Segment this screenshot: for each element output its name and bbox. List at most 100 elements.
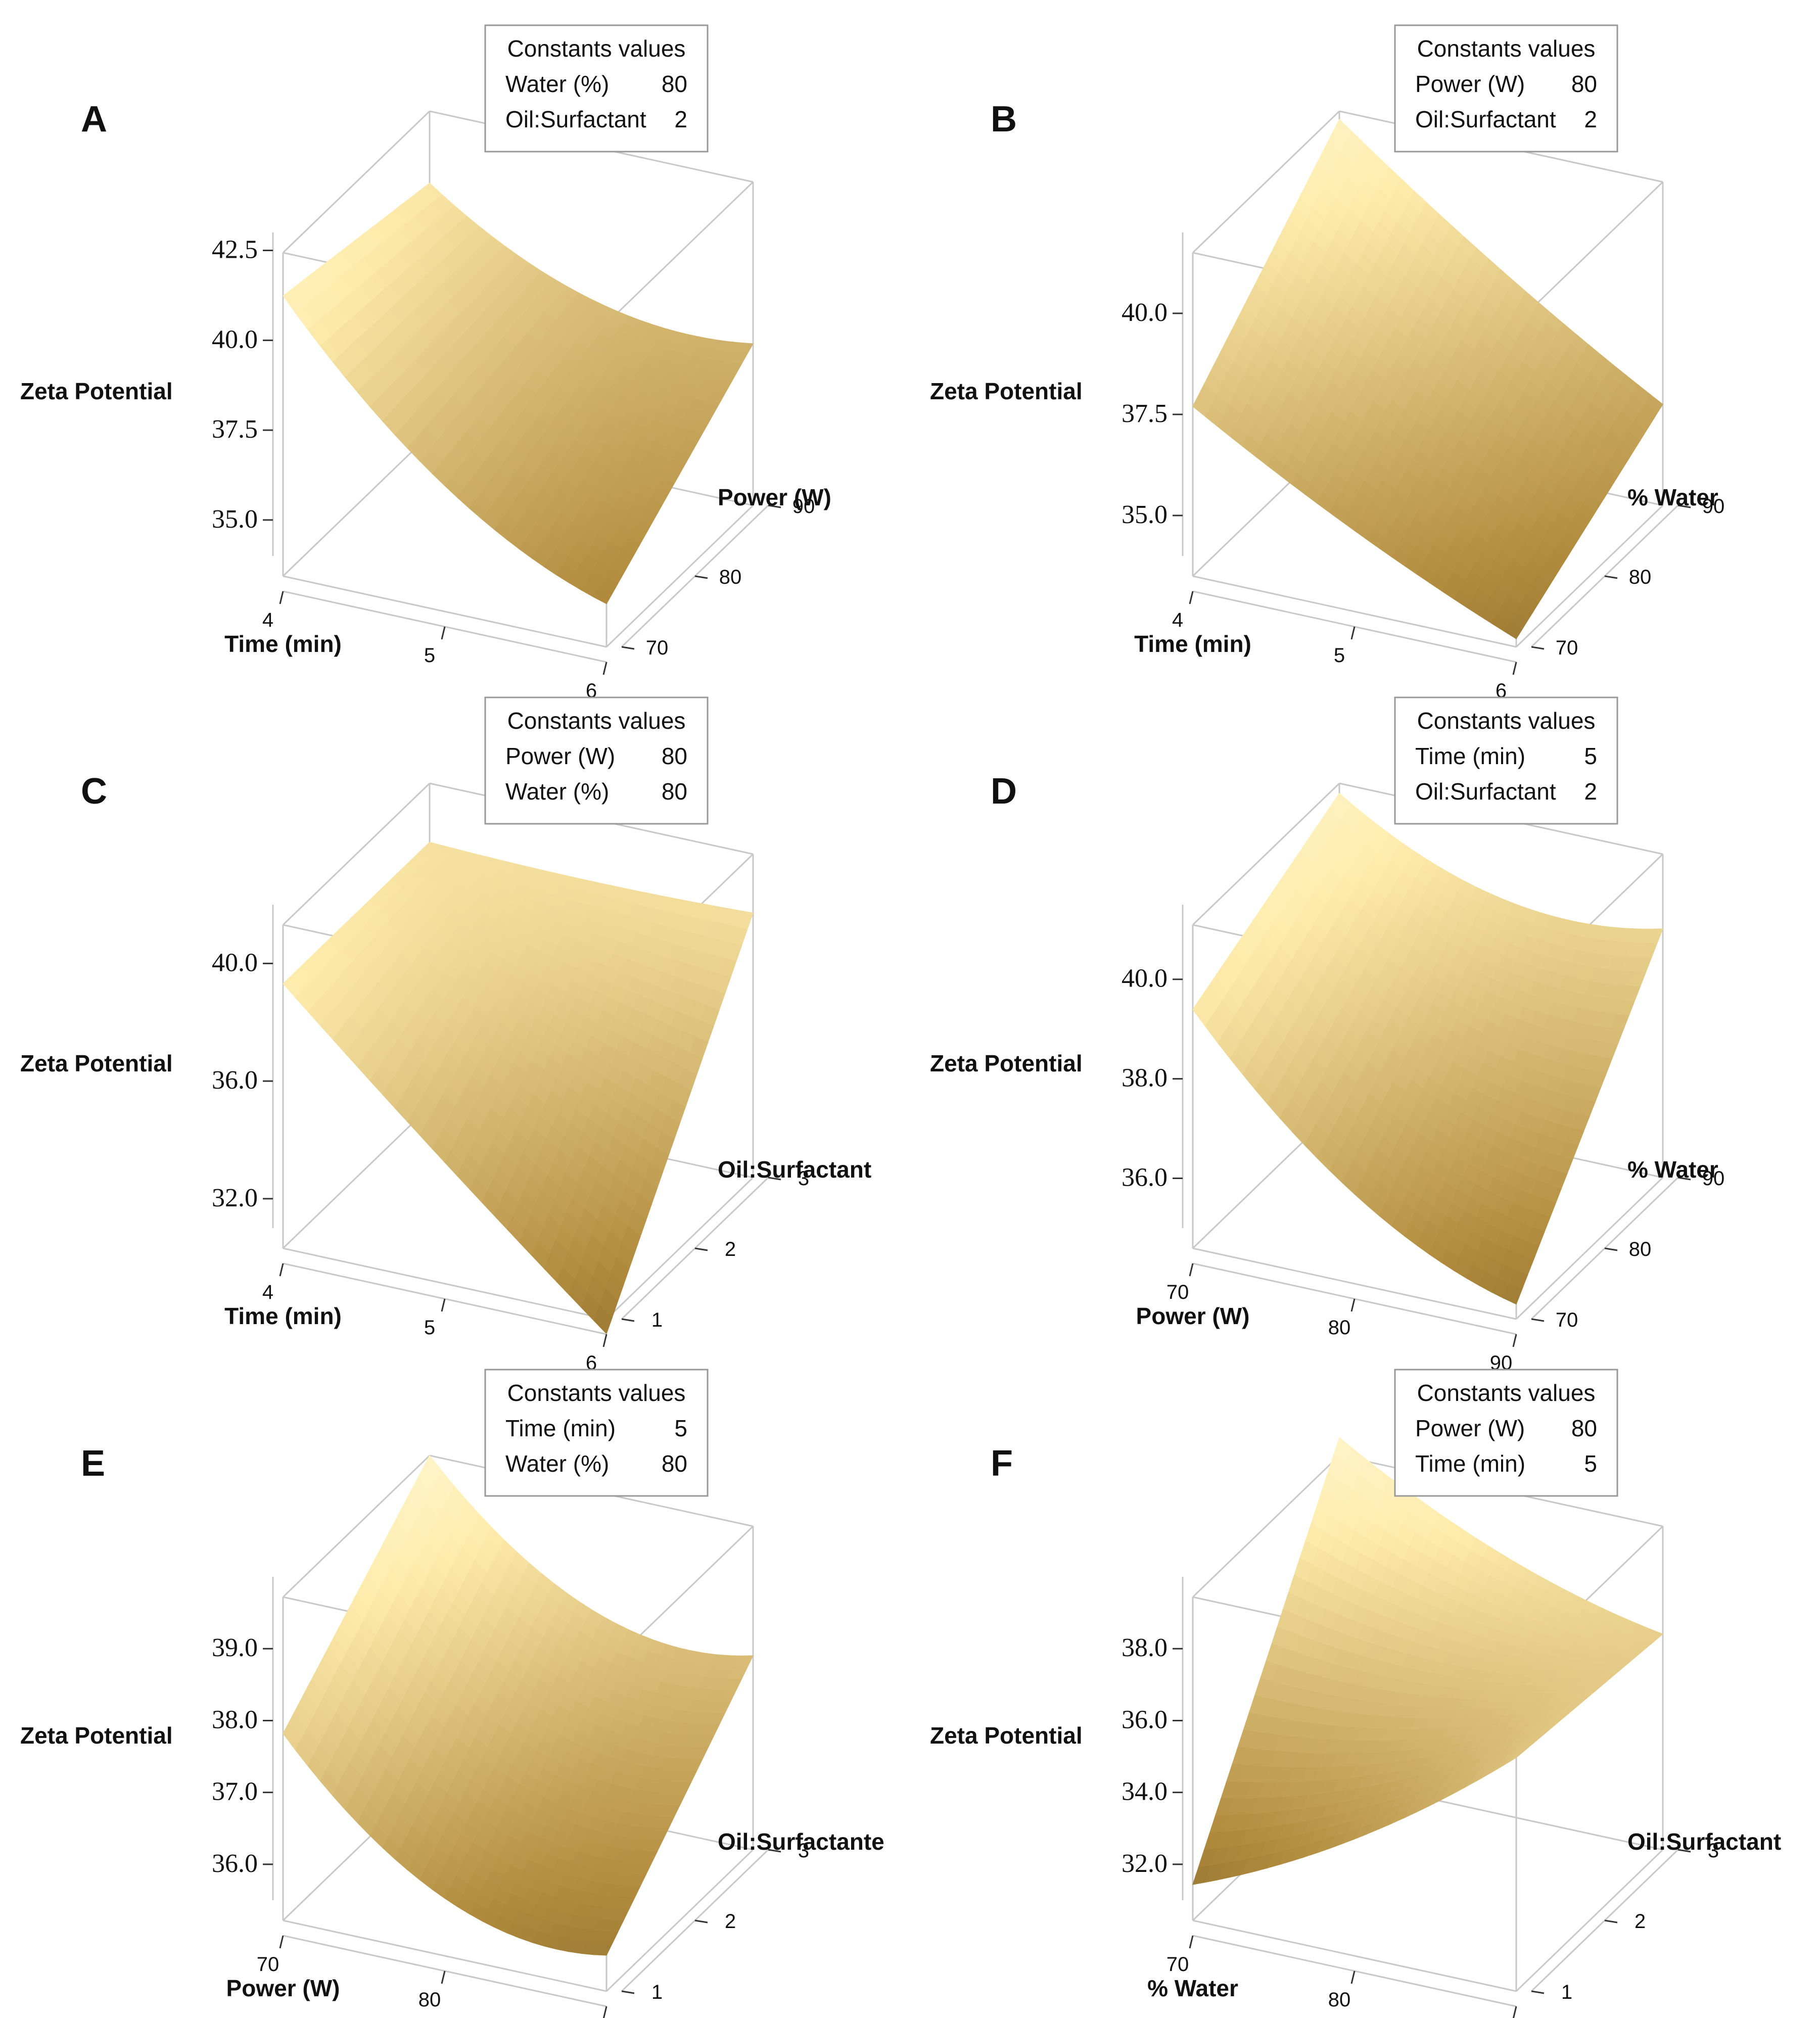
x-tick-label: 70 [1166,1953,1189,1976]
z-tick-label: 37.0 [212,1777,258,1806]
response-surface [1192,1437,1664,1885]
y-axis-title: Oil:Surfactant [718,1156,871,1183]
constant-name: Oil:Surfactant [1415,778,1556,805]
x-tick-label: 5 [424,644,435,667]
x-tick-label: 5 [424,1317,435,1339]
y-tick-mark [1531,646,1545,650]
y-tick-label: 2 [1635,1910,1646,1933]
x-axis-title: Power (W) [1136,1303,1250,1329]
constant-value: 80 [1571,71,1597,97]
y-tick-mark [621,1990,635,1994]
constants-title: Constants values [507,1380,686,1406]
constant-name: Power (W) [1415,71,1525,97]
y-tick-mark [1604,1919,1618,1923]
z-axis: 32.0 34.0 36.0 38.0 [1122,1577,1184,1900]
y-tick-mark [694,1919,708,1923]
chart-panel-f: F Constants values Power (W) 80 Time (min) 5 3… [930,1369,1781,2018]
constant-value: 2 [1584,778,1597,805]
response-surface [283,1454,754,1956]
x-tick-label: 6 [586,1352,597,1374]
z-tick-label: 32.0 [212,1184,258,1212]
y-axis-title: Power (W) [718,484,831,510]
panel-label-b: B [991,99,1017,139]
y-tick-label: 70 [1556,1309,1578,1331]
z-tick-label: 36.0 [212,1066,258,1095]
panel-label-f: F [991,1443,1013,1484]
z-axis-title: Zeta Potential [20,378,173,404]
panel-label-a: A [81,99,107,139]
z-axis-title: Zeta Potential [930,378,1083,404]
y-tick-label: 70 [1556,637,1578,659]
z-axis-title: Zeta Potential [20,1050,173,1076]
constants-title: Constants values [1417,708,1596,734]
y-axis: 1 2 3 [1530,1840,1719,2003]
constant-value: 80 [1571,1415,1597,1441]
y-axis-title: % Water [1627,1156,1718,1183]
x-tick-mark [1350,1970,1356,1984]
x-tick-label: 70 [257,1953,279,1976]
y-axis: 1 2 3 [621,1840,809,2003]
x-axis: 4 5 6 [262,590,608,702]
x-axis-title: Time (min) [1134,631,1251,657]
z-tick-label: 40.0 [1122,298,1168,327]
z-tick-label: 38.0 [1122,1064,1168,1093]
constants-box: Constants values Power (W) 80 Water (%) 80 [484,696,709,825]
x-axis: 4 5 6 [262,1262,608,1374]
x-axis-title: Time (min) [224,631,342,657]
constant-name: Power (W) [505,743,615,769]
y-tick-label: 90 [1702,495,1725,518]
y-tick-mark [768,504,781,508]
response-surface [283,182,754,604]
constant-name: Power (W) [1415,1415,1525,1441]
x-tick-label: 80 [418,1989,441,2011]
constants-title: Constants values [1417,35,1596,62]
z-tick-label: 35.0 [1122,500,1168,529]
constants-box: Constants values Time (min) 5 Water (%) 80 [484,1369,709,1497]
y-axis-title: Oil:Surfactant [1627,1828,1781,1855]
chart-panel-a: A Constants values Water (%) 80 Oil:Surfacta… [20,24,831,702]
panel-label-d: D [991,771,1017,812]
x-axis: 4 5 6 [1172,590,1517,702]
y-tick-label: 80 [1629,566,1652,588]
x-tick-mark [1189,1263,1194,1277]
x-tick-mark [441,626,446,640]
y-tick-label: 2 [725,1910,736,1933]
y-tick-mark [694,1247,708,1251]
y-tick-mark [1677,504,1691,508]
chart-panel-e: E Constants values Time (min) 5 Water (%) 80 3… [20,1369,884,2018]
constant-value: 80 [662,743,687,769]
x-axis-title: Time (min) [224,1303,342,1329]
x-tick-label: 6 [1496,680,1507,702]
z-tick-label: 32.0 [1122,1849,1168,1878]
x-tick-label: 80 [1328,1317,1351,1339]
constant-value: 80 [662,778,687,805]
constants-box: Constants values Power (W) 80 Time (min) 5 [1394,1369,1618,1497]
y-axis-title: % Water [1627,484,1718,510]
y-tick-mark [621,646,635,650]
z-axis-title: Zeta Potential [930,1050,1083,1076]
z-tick-label: 42.5 [212,236,258,264]
x-tick-mark [1512,662,1517,675]
y-tick-label: 80 [719,566,742,588]
z-axis: 32.0 36.0 40.0 [212,905,274,1228]
z-tick-label: 34.0 [1122,1777,1168,1806]
z-axis: 35.0 37.5 40.0 [1122,232,1184,556]
constants-box: Constants values Time (min) 5 Oil:Surfactan… [1394,696,1618,825]
constant-name: Time (min) [1415,1450,1525,1477]
x-tick-mark [1189,591,1194,604]
z-tick-label: 36.0 [212,1849,258,1878]
y-tick-mark [1604,575,1618,579]
y-tick-label: 90 [792,495,815,518]
x-tick-mark [441,1970,446,1984]
z-tick-label: 40.0 [212,325,258,354]
z-axis-title: Zeta Potential [20,1722,173,1749]
y-tick-mark [1677,1177,1691,1181]
x-axis-title: Power (W) [226,1975,340,2001]
constant-value: 80 [662,1450,687,1477]
z-tick-label: 37.5 [212,415,258,444]
constants-title: Constants values [1417,1380,1596,1406]
x-tick-mark [279,1935,284,1949]
y-axis: 70 80 90 [621,495,815,659]
